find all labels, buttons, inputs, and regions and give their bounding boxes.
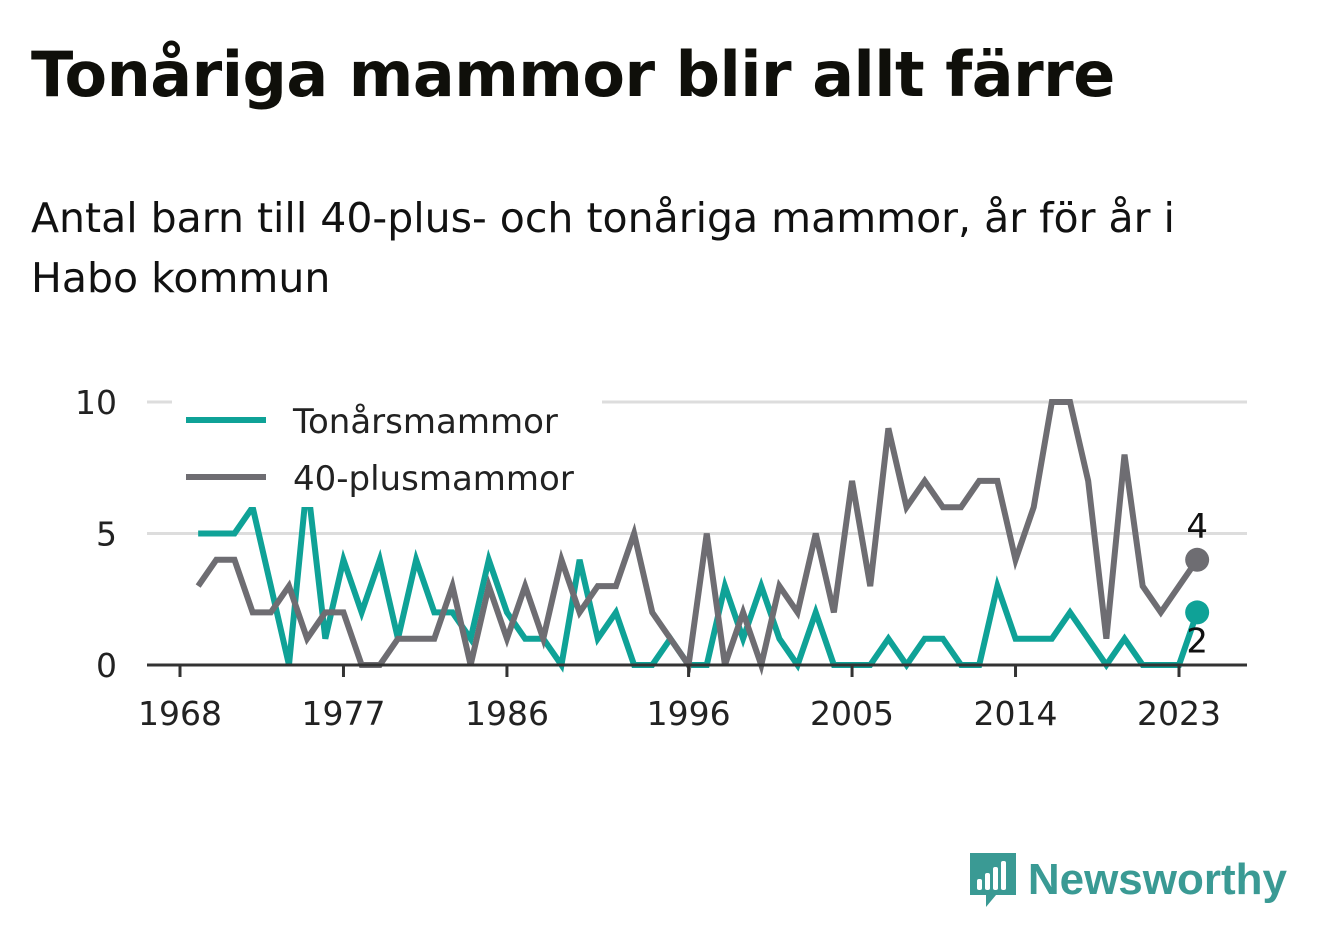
brand-name: Newsworthy <box>1027 855 1287 904</box>
x-tick-label: 2014 <box>974 694 1058 733</box>
x-tick-label: 1996 <box>647 694 731 733</box>
chart-title: Tonåriga mammor blir allt färre <box>31 38 1115 111</box>
end-label-tonarsmammor: 2 <box>1186 621 1208 661</box>
end-label-40-plusmammor: 4 <box>1186 507 1208 547</box>
x-tick-label: 1977 <box>301 694 385 733</box>
end-markers: 42 <box>1185 507 1210 661</box>
legend-label-40-plusmammor: 40-plusmammor <box>293 459 574 499</box>
end-marker-tonarsmammor <box>1185 600 1210 625</box>
y-tick-label: 0 <box>96 646 117 685</box>
bar-chart-bubble-icon <box>969 853 1016 907</box>
end-marker-40-plusmammor <box>1185 547 1210 572</box>
x-tick-label: 2005 <box>810 694 894 733</box>
y-tick-label: 5 <box>96 515 117 554</box>
legend-label-tonarsmammor: Tonårsmammor <box>292 402 558 442</box>
x-tick-label: 1968 <box>138 694 222 733</box>
axes: 0 5 10 1968 1977 1986 1996 2005 2014 2023 <box>75 383 1247 733</box>
y-tick-label: 10 <box>75 383 117 422</box>
newsworthy-logo: Newsworthy <box>968 851 1287 909</box>
x-tick-label: 2023 <box>1137 694 1221 733</box>
chart-subtitle: Antal barn till 40-plus- och tonåriga ma… <box>31 194 1175 302</box>
legend-background <box>172 392 602 507</box>
legend: Tonårsmammor 40-plusmammor <box>172 392 602 507</box>
series-line-tonarsmammor <box>198 480 1200 673</box>
x-tick-label: 1986 <box>465 694 549 733</box>
